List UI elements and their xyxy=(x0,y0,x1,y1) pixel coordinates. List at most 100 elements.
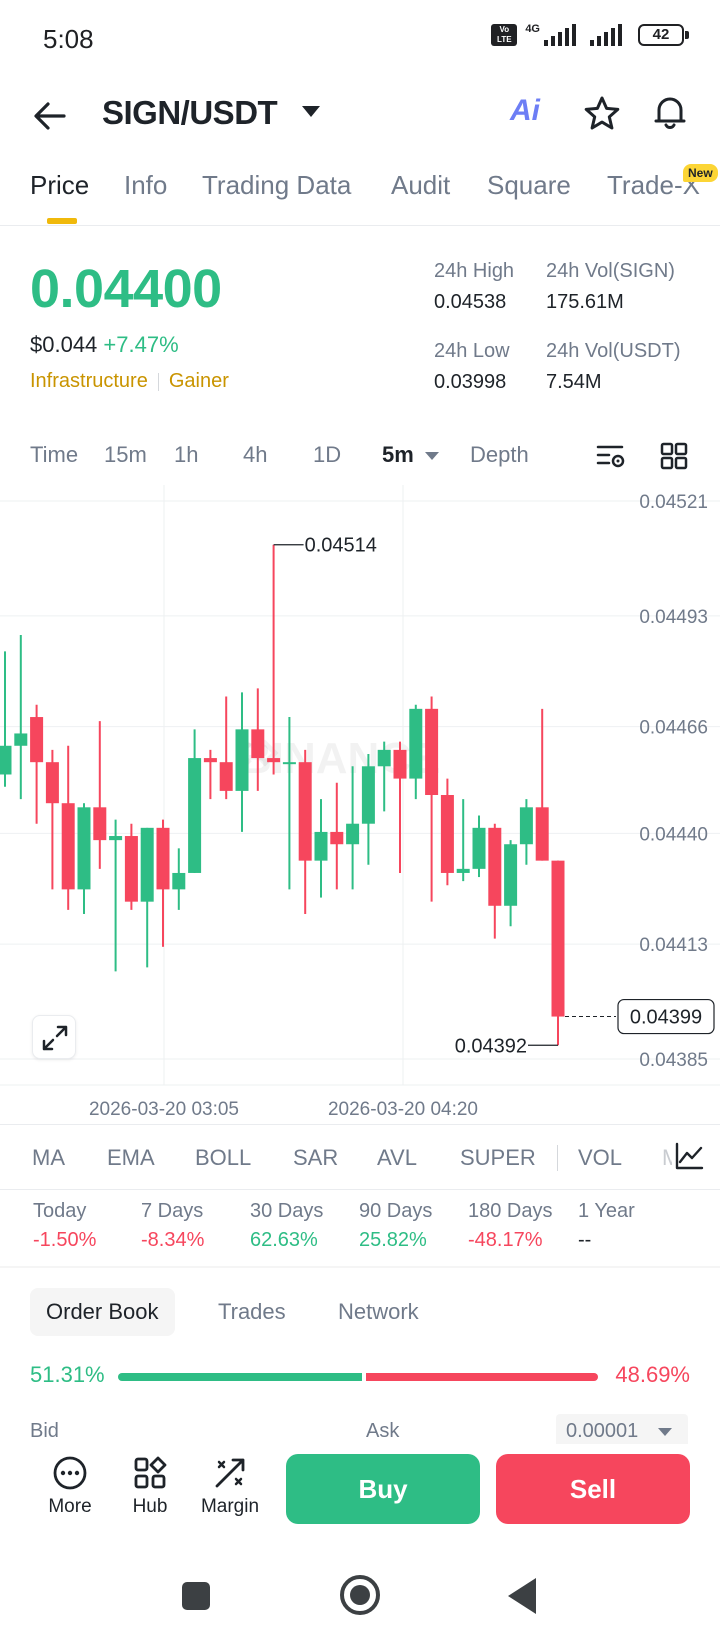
interval-1h[interactable]: 1h xyxy=(174,442,199,467)
bid-ask-ratio: 51.31% 48.69% xyxy=(0,1362,720,1392)
tag-infrastructure[interactable]: Infrastructure xyxy=(30,370,148,392)
candle-body xyxy=(440,795,454,873)
candle-body xyxy=(235,729,249,791)
tab-order-book[interactable]: Order Book xyxy=(30,1288,175,1336)
y-tick-label: 0.04413 xyxy=(639,935,708,956)
perf-value: -1.50% xyxy=(33,1229,97,1251)
candle-body xyxy=(425,708,439,795)
recent-apps-icon[interactable] xyxy=(182,1582,210,1610)
interval-5m[interactable]: 5m xyxy=(382,442,414,467)
section-divider xyxy=(0,1266,720,1268)
candle-body xyxy=(535,807,549,861)
tab-network[interactable]: Network xyxy=(338,1299,419,1324)
perf-value: -8.34% xyxy=(141,1229,205,1251)
tab-square[interactable]: Square xyxy=(487,170,571,200)
indicator-macd[interactable]: MACD xyxy=(662,1145,672,1170)
pair-title[interactable]: SIGN/USDT xyxy=(102,94,278,131)
candle-body xyxy=(314,831,328,861)
tab-price[interactable]: Price xyxy=(30,170,90,200)
candle-body xyxy=(172,872,186,890)
tag-gainer[interactable]: Gainer xyxy=(168,370,229,392)
indicator-settings-icon[interactable] xyxy=(674,1141,704,1171)
favorite-star-icon[interactable] xyxy=(582,94,622,134)
tab-trading-data[interactable]: Trading Data xyxy=(202,170,352,200)
indicator-vol[interactable]: VOL xyxy=(578,1145,623,1170)
candle-body xyxy=(0,745,12,775)
home-icon[interactable] xyxy=(340,1575,380,1615)
tab-trades[interactable]: Trades xyxy=(218,1299,286,1324)
candle-body xyxy=(298,762,312,861)
indicator-super[interactable]: SUPER xyxy=(460,1145,536,1170)
chart-settings-icon[interactable] xyxy=(595,440,627,472)
x-tick-label: 2026-03-20 04:20 xyxy=(328,1099,478,1120)
chevron-down-icon xyxy=(658,1428,672,1436)
main-tabs: Price Info Trading Data Audit Square Tra… xyxy=(0,170,720,226)
perf-7-days: 7 Days -8.34% xyxy=(141,1200,204,1252)
indicator-ema[interactable]: EMA xyxy=(107,1145,155,1170)
candle-body xyxy=(519,807,533,845)
hub-icon xyxy=(134,1456,167,1489)
candle-body xyxy=(504,844,518,906)
indicator-boll[interactable]: BOLL xyxy=(195,1145,252,1170)
interval-time[interactable]: Time xyxy=(30,442,79,467)
interval-15m[interactable]: 15m xyxy=(104,442,147,467)
interval-depth[interactable]: Depth xyxy=(470,442,529,467)
hub-button[interactable]: Hub xyxy=(110,1454,190,1518)
layout-grid-icon[interactable] xyxy=(658,440,690,472)
indicator-sar[interactable]: SAR xyxy=(293,1145,339,1170)
ai-assistant-icon[interactable]: Ai xyxy=(510,94,540,127)
interval-4h[interactable]: 4h xyxy=(243,442,268,467)
indicator-avl[interactable]: AVL xyxy=(377,1145,417,1170)
candle-body xyxy=(361,766,375,824)
candle-body xyxy=(93,807,107,841)
bid-ratio-bar xyxy=(118,1373,362,1381)
stat-24h-low: 24h Low 0.03998 xyxy=(434,340,510,394)
candlestick-chart[interactable]: BINANCE 0.045210.044930.044660.044400.04… xyxy=(0,485,720,1125)
stat-label: 24h Low xyxy=(434,340,510,362)
perf-label: Today xyxy=(33,1200,87,1222)
action-bar: More Hub Margin Buy Sell xyxy=(0,1444,720,1544)
interval-dropdown-icon[interactable] xyxy=(425,452,439,460)
token-tags: Infrastructure Gainer xyxy=(30,370,229,393)
notification-bell-icon[interactable] xyxy=(650,92,690,132)
status-bar: 5:08 Vo LTE 4G 42 xyxy=(0,0,720,80)
low-marker-label: 0.04392 xyxy=(455,1035,527,1057)
candle-body xyxy=(14,733,28,746)
expand-chart-button[interactable] xyxy=(32,1015,76,1059)
system-nav-bar xyxy=(0,1560,720,1640)
y-tick-label: 0.04440 xyxy=(639,824,708,845)
back-arrow-icon[interactable] xyxy=(30,96,70,136)
margin-button[interactable]: Margin xyxy=(190,1454,270,1518)
candle-body xyxy=(109,836,123,841)
y-tick-label: 0.04521 xyxy=(639,492,708,513)
more-button[interactable]: More xyxy=(30,1454,110,1518)
stat-24h-high: 24h High 0.04538 xyxy=(434,260,514,314)
pair-dropdown-icon[interactable] xyxy=(302,106,320,117)
x-tick-label: 2026-03-20 03:05 xyxy=(89,1099,239,1120)
margin-icon xyxy=(215,1458,245,1488)
stat-label: 24h Vol(SIGN) xyxy=(546,260,675,282)
system-back-icon[interactable] xyxy=(508,1578,536,1614)
y-tick-label: 0.04466 xyxy=(639,718,708,739)
tab-audit[interactable]: Audit xyxy=(391,170,451,200)
candle-body xyxy=(251,729,265,759)
precision-selector[interactable]: 0.00001 xyxy=(556,1414,688,1444)
buy-button[interactable]: Buy xyxy=(286,1454,480,1524)
tab-info[interactable]: Info xyxy=(124,170,168,200)
sell-button[interactable]: Sell xyxy=(496,1454,690,1524)
current-price-label: 0.04399 xyxy=(630,1007,702,1029)
bid-percentage: 51.31% xyxy=(30,1362,105,1387)
indicator-ma[interactable]: MA xyxy=(32,1145,65,1170)
perf-value: 25.82% xyxy=(359,1229,427,1251)
active-tab-indicator xyxy=(47,218,77,224)
perf-label: 1 Year xyxy=(578,1200,635,1222)
network-type: 4G xyxy=(525,23,540,35)
hub-label: Hub xyxy=(132,1496,168,1517)
perf-value: -- xyxy=(578,1229,592,1251)
performance-row: Today -1.50% 7 Days -8.34% 30 Days 62.63… xyxy=(0,1200,720,1266)
perf-180-days: 180 Days -48.17% xyxy=(468,1200,553,1252)
interval-1d[interactable]: 1D xyxy=(313,442,342,467)
candle-body xyxy=(377,749,391,767)
stat-value: 0.03998 xyxy=(434,371,507,393)
perf-30-days: 30 Days 62.63% xyxy=(250,1200,323,1252)
